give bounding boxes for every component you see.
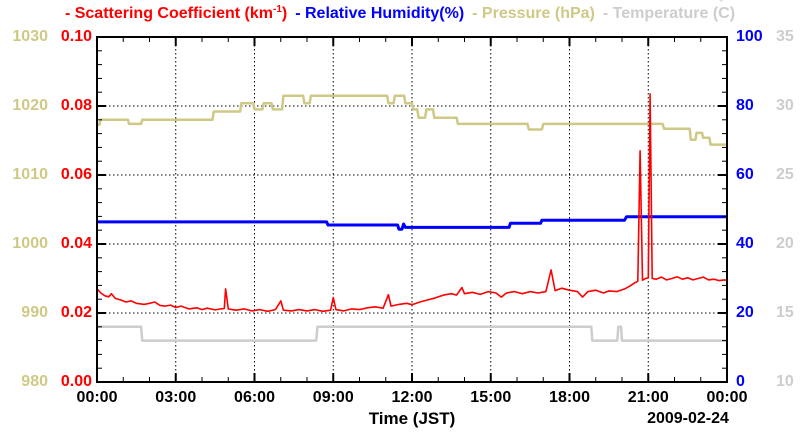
scattering-tick-label: 0.00 <box>60 373 92 390</box>
humidity-tick-label: 80 <box>736 97 754 114</box>
humidity-tick-label: 100 <box>736 28 763 45</box>
chart-title-legend: - Scattering Coefficient (km-1) - Relativ… <box>0 0 800 23</box>
degree-symbol: ° <box>719 0 724 9</box>
legend-entry-pressure: - Pressure (hPa) <box>472 5 595 23</box>
temperature-tick-label: 20 <box>776 235 794 252</box>
pressure-tick-label: 1010 <box>12 166 48 183</box>
legend-label-humidity: Relative Humidity(%) <box>305 5 465 22</box>
time-tick-label: 21:00 <box>627 389 669 406</box>
pressure-tick-label: 990 <box>21 304 48 321</box>
pressure-tick-label: 980 <box>21 373 48 390</box>
date-annotation: 2009-02-24 <box>647 410 729 427</box>
temperature-tick-label: 35 <box>776 28 794 45</box>
time-tick-label: 15:00 <box>470 389 512 406</box>
legend-label-pressure: Pressure (hPa) <box>481 5 595 22</box>
temperature-tick-label: 25 <box>776 166 794 183</box>
plot-border <box>96 36 728 383</box>
legend-degree-wrap-temperature: ° C) <box>718 0 736 22</box>
time-tick-label: 06:00 <box>234 389 275 406</box>
time-tick-label: 09:00 <box>312 389 354 406</box>
legend-label-post-scattering: ) <box>281 5 288 22</box>
humidity-tick-label: 60 <box>736 166 754 183</box>
time-tick-label: 03:00 <box>155 389 197 406</box>
temperature-tick-label: 10 <box>776 373 794 390</box>
series-line-relative-humidity <box>97 215 727 231</box>
pressure-tick-label: 1020 <box>12 97 48 114</box>
x-axis-title: Time (JST) <box>368 409 456 428</box>
series-line-scattering-coefficient <box>96 93 728 313</box>
legend-dash-temperature: - <box>602 5 613 22</box>
legend-dash-humidity: - <box>295 5 305 22</box>
scattering-tick-label: 0.08 <box>60 97 92 114</box>
humidity-tick-label: 20 <box>736 304 754 321</box>
series-line-pressure <box>97 94 727 146</box>
humidity-tick-label: 40 <box>736 235 754 252</box>
scattering-tick-label: 0.06 <box>60 166 92 183</box>
scattering-tick-label: 0.10 <box>60 28 92 45</box>
time-tick-label: 00:00 <box>706 389 748 406</box>
legend-entry-scattering: - Scattering Coefficient (km-1) <box>65 4 287 23</box>
legend-label-temperature: Temperature ( <box>612 5 719 22</box>
time-tick-label: 12:00 <box>391 389 433 406</box>
time-tick-label: 18:00 <box>549 389 590 406</box>
scattering-tick-label: 0.02 <box>60 304 92 321</box>
legend-entry-humidity: - Relative Humidity(%) <box>295 5 464 23</box>
legend-dash-pressure: - <box>472 5 482 22</box>
legend-entry-temperature: - Temperature (° C) <box>602 0 736 23</box>
legend-superscript-scattering: -1 <box>272 4 282 15</box>
time-tick-label: 00:00 <box>76 389 118 406</box>
pressure-tick-label: 1000 <box>12 235 48 252</box>
temperature-tick-label: 15 <box>776 304 794 321</box>
legend-label-scattering: Scattering Coefficient (km <box>74 5 273 22</box>
legend-label-post-temperature: C) <box>718 5 736 22</box>
series-line-temperature <box>97 325 727 342</box>
humidity-tick-label: 0 <box>736 373 745 390</box>
scattering-tick-label: 0.04 <box>60 235 92 252</box>
pressure-tick-label: 1030 <box>12 28 48 45</box>
legend-dash-scattering: - <box>64 5 75 22</box>
temperature-tick-label: 30 <box>776 97 794 114</box>
